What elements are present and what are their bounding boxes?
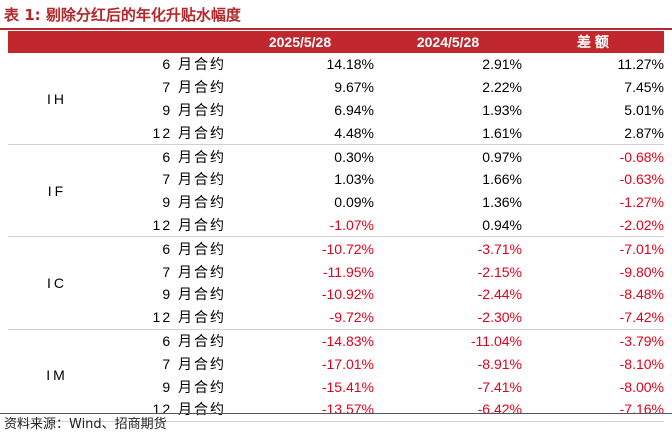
header-group: [8, 31, 106, 53]
header-row: 2025/5/28 2024/5/28 差 额: [8, 31, 664, 53]
value-2025-cell: 1.03%: [334, 171, 374, 188]
contract-cell: 6 月合约: [162, 240, 226, 257]
value-2025-cell: 6.94%: [334, 101, 374, 118]
value-2025-cell: 14.18%: [326, 56, 374, 73]
value-2024-cell: -8.91%: [477, 355, 522, 372]
value-2024-cell: 1.61%: [374, 121, 522, 146]
table-row: 7 月合约 -11.95% -2.15% -9.80%: [8, 260, 664, 283]
diff-cell: -9.80%: [619, 263, 664, 280]
table-title: 表 1: 剔除分红后的年化升贴水幅度: [4, 6, 241, 24]
diff-cell: -0.63%: [619, 171, 664, 188]
contract-cell: 9 月合约: [162, 194, 226, 211]
group-label: IH: [8, 53, 106, 146]
value-2025-cell: -15.41%: [321, 378, 374, 395]
table-row: 7 月合约 -17.01% -8.91% -8.10%: [8, 352, 664, 375]
contract-cell: 9 月合约: [162, 286, 226, 303]
value-2025-cell: -11.95%: [322, 263, 374, 280]
value-2024-cell: 0.94%: [374, 213, 522, 238]
group-label: IC: [8, 236, 106, 330]
value-2025-cell: 0.09%: [334, 194, 374, 211]
title-divider: [0, 28, 672, 30]
diff-cell: -8.48%: [619, 286, 664, 303]
value-2025-cell: 4.48%: [226, 121, 374, 146]
value-2024-cell: 1.93%: [482, 101, 522, 118]
diff-cell: -2.02%: [522, 213, 664, 238]
value-2024-cell: -2.30%: [374, 305, 522, 330]
group-label: IM: [8, 329, 106, 422]
diff-cell: -3.79%: [619, 332, 664, 349]
value-2024-cell: 1.36%: [482, 194, 522, 211]
value-2024-cell: -2.44%: [477, 286, 522, 303]
premium-discount-table: 2025/5/28 2024/5/28 差 额 IH 6 月合约 14.18% 2.9…: [8, 31, 664, 422]
diff-cell: -1.27%: [619, 194, 664, 211]
value-2024-cell: -6.42%: [374, 397, 522, 422]
value-2025-cell: -14.83%: [321, 332, 374, 349]
value-2024-cell: -3.71%: [477, 240, 522, 257]
diff-cell: -7.01%: [619, 240, 664, 257]
contract-cell: 7 月合约: [162, 79, 226, 96]
table-row: 12 月合约 -13.57% -6.42% -7.16%: [8, 397, 664, 422]
value-2024-cell: 0.97%: [482, 148, 522, 165]
value-2024-cell: -11.04%: [470, 332, 522, 349]
value-2024-cell: -2.15%: [477, 263, 522, 280]
source-note: 资料来源：Wind、招商期货: [4, 417, 167, 432]
table-row: 9 月合约 -10.92% -2.44% -8.48%: [8, 283, 664, 306]
value-2024-cell: 2.91%: [482, 56, 522, 73]
header-contract: [106, 31, 226, 53]
diff-cell: 2.87%: [522, 121, 664, 146]
table-row: IH 6 月合约 14.18% 2.91% 11.27%: [8, 53, 664, 146]
table-row: 12 月合约 -1.07% 0.94% -2.02%: [8, 213, 664, 238]
contract-cell: 9 月合约: [162, 378, 226, 395]
contract-cell: 6 月合约: [162, 148, 226, 165]
header-diff: 差 额: [522, 31, 664, 53]
table-row: 9 月合约 -15.41% -7.41% -8.00%: [8, 375, 664, 398]
diff-cell: -7.16%: [522, 397, 664, 422]
value-2025-cell: -10.72%: [321, 240, 374, 257]
header-2024: 2024/5/28: [374, 31, 522, 53]
diff-cell: -8.10%: [619, 355, 664, 372]
diff-cell: -7.42%: [522, 305, 664, 330]
table-body: IH 6 月合约 14.18% 2.91% 11.27% 7 月合约 9.67% 2.22% 7…: [8, 53, 664, 422]
diff-cell: 11.27%: [617, 56, 664, 73]
contract-cell: 6 月合约: [162, 332, 226, 349]
contract-cell: 12 月合约: [106, 305, 226, 330]
table-row: IM 6 月合约 -14.83% -11.04% -3.79%: [8, 329, 664, 422]
table-row: 12 月合约 -9.72% -2.30% -7.42%: [8, 305, 664, 330]
contract-cell: 12 月合约: [106, 121, 226, 146]
value-2024-cell: -7.41%: [477, 378, 522, 395]
diff-cell: 7.45%: [624, 79, 664, 96]
contract-cell: 7 月合约: [162, 355, 226, 372]
table-row: IC 6 月合约 -10.72% -3.71% -7.01%: [8, 236, 664, 330]
value-2025-cell: -10.92%: [321, 286, 374, 303]
table-row: 9 月合约 6.94% 1.93% 5.01%: [8, 99, 664, 122]
diff-cell: 5.01%: [624, 101, 664, 118]
contract-cell: 7 月合约: [162, 263, 226, 280]
value-2025-cell: -1.07%: [226, 213, 374, 238]
contract-cell: 9 月合约: [162, 101, 226, 118]
value-2025-cell: -9.72%: [226, 305, 374, 330]
value-2025-cell: -13.57%: [226, 397, 374, 422]
table-row: 9 月合约 0.09% 1.36% -1.27%: [8, 191, 664, 214]
value-2025-cell: 9.67%: [334, 79, 374, 96]
diff-cell: -0.68%: [619, 148, 664, 165]
value-2025-cell: 0.30%: [334, 148, 374, 165]
table-row: 12 月合约 4.48% 1.61% 2.87%: [8, 121, 664, 146]
value-2024-cell: 1.66%: [482, 171, 522, 188]
diff-cell: -8.00%: [619, 378, 664, 395]
header-2025: 2025/5/28: [226, 31, 374, 53]
table-row: 7 月合约 1.03% 1.66% -0.63%: [8, 168, 664, 191]
value-2024-cell: 2.22%: [482, 79, 522, 96]
table-row: IF 6 月合约 0.30% 0.97% -0.68%: [8, 144, 664, 238]
value-2025-cell: -17.01%: [321, 355, 374, 372]
table-row: 7 月合约 9.67% 2.22% 7.45%: [8, 76, 664, 99]
bottom-divider: [0, 413, 672, 414]
contract-cell: 12 月合约: [106, 213, 226, 238]
contract-cell: 6 月合约: [162, 56, 226, 73]
group-label: IF: [8, 144, 106, 238]
contract-cell: 7 月合约: [162, 171, 226, 188]
